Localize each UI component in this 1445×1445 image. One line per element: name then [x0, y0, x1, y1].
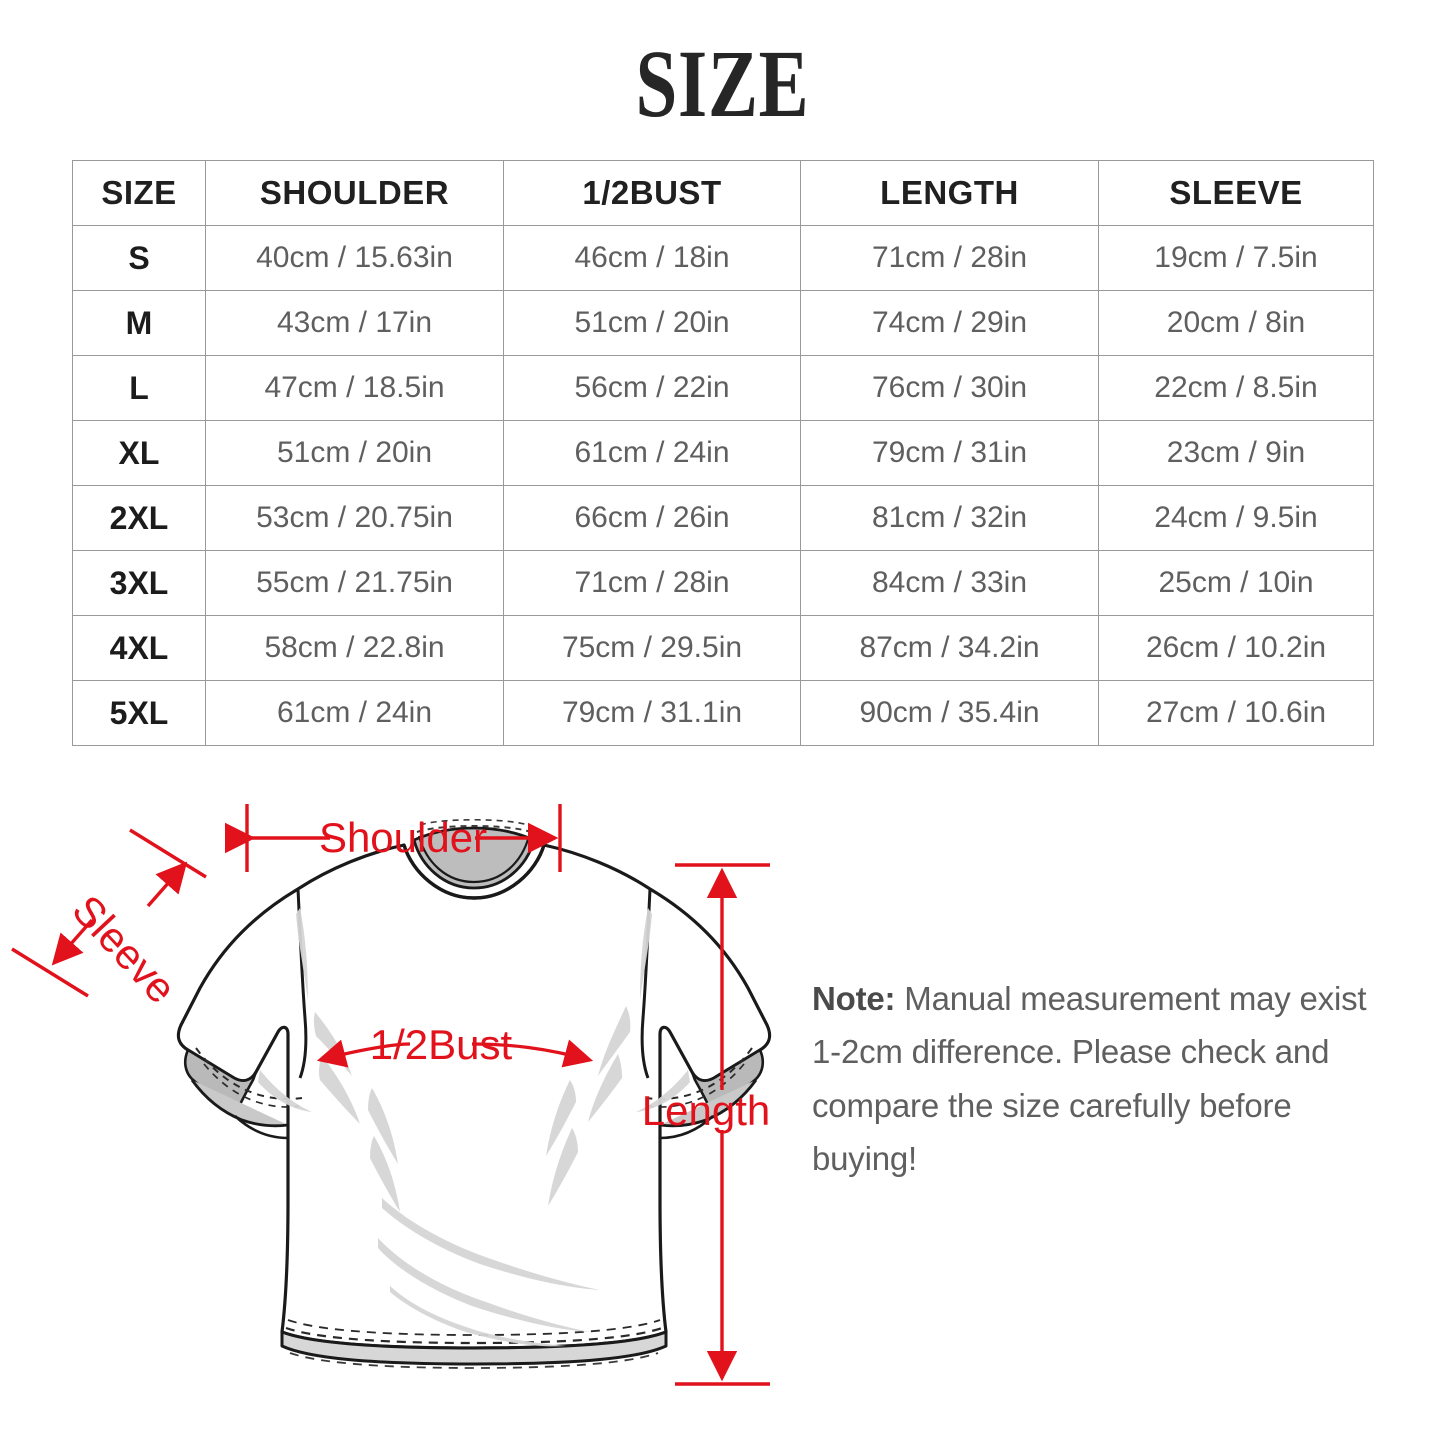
cell-sleeve: 27cm / 10.6in: [1098, 680, 1374, 746]
cell-bust: 75cm / 29.5in: [503, 615, 801, 681]
cell-length: 71cm / 28in: [800, 225, 1099, 291]
cell-bust: 71cm / 28in: [503, 550, 801, 616]
cell-shoulder: 61cm / 24in: [205, 680, 504, 746]
cell-length: 79cm / 31in: [800, 420, 1099, 486]
table-row: XL 51cm / 20in 61cm / 24in 79cm / 31in 2…: [72, 420, 1374, 486]
cell-shoulder: 55cm / 21.75in: [205, 550, 504, 616]
table-row: 2XL 53cm / 20.75in 66cm / 26in 81cm / 32…: [72, 485, 1374, 551]
column-header-bust: 1/2BUST: [503, 160, 801, 226]
cell-shoulder: 40cm / 15.63in: [205, 225, 504, 291]
note-block: Note: Manual measurement may exist 1-2cm…: [812, 972, 1392, 1186]
length-label: Length: [642, 1087, 770, 1134]
note-label: Note:: [812, 980, 896, 1017]
sleeve-measurement-annotation: Sleeve: [11, 828, 207, 1012]
cell-bust: 51cm / 20in: [503, 290, 801, 356]
size-chart-table: SIZE SHOULDER 1/2BUST LENGTH SLEEVE S 40…: [72, 160, 1374, 746]
column-header-shoulder: SHOULDER: [205, 160, 504, 226]
cell-length: 81cm / 32in: [800, 485, 1099, 551]
cell-shoulder: 43cm / 17in: [205, 290, 504, 356]
cell-size: 3XL: [72, 550, 206, 616]
cell-size: M: [72, 290, 206, 356]
column-header-sleeve: SLEEVE: [1098, 160, 1374, 226]
column-header-length: LENGTH: [800, 160, 1099, 226]
bust-measurement-annotation: 1/2Bust: [316, 1021, 594, 1068]
table-row: 4XL 58cm / 22.8in 75cm / 29.5in 87cm / 3…: [72, 615, 1374, 681]
cell-size: 2XL: [72, 485, 206, 551]
cell-size: 5XL: [72, 680, 206, 746]
cell-size: XL: [72, 420, 206, 486]
cell-length: 76cm / 30in: [800, 355, 1099, 421]
shoulder-label: Shoulder: [319, 814, 487, 861]
cell-bust: 56cm / 22in: [503, 355, 801, 421]
length-measurement-annotation: Length: [642, 863, 770, 1386]
cell-sleeve: 19cm / 7.5in: [1098, 225, 1374, 291]
table-row: S 40cm / 15.63in 46cm / 18in 71cm / 28in…: [72, 225, 1374, 291]
page-title: SIZE: [635, 30, 810, 137]
cell-bust: 61cm / 24in: [503, 420, 801, 486]
cell-shoulder: 53cm / 20.75in: [205, 485, 504, 551]
cell-length: 90cm / 35.4in: [800, 680, 1099, 746]
note-text: Manual measurement may exist 1-2cm diffe…: [812, 980, 1367, 1178]
table-row: L 47cm / 18.5in 56cm / 22in 76cm / 30in …: [72, 355, 1374, 421]
table-row: M 43cm / 17in 51cm / 20in 74cm / 29in 20…: [72, 290, 1374, 356]
cell-sleeve: 20cm / 8in: [1098, 290, 1374, 356]
cell-size: L: [72, 355, 206, 421]
cell-size: 4XL: [72, 615, 206, 681]
table-row: 3XL 55cm / 21.75in 71cm / 28in 84cm / 33…: [72, 550, 1374, 616]
cell-sleeve: 26cm / 10.2in: [1098, 615, 1374, 681]
size-chart-table-container: SIZE SHOULDER 1/2BUST LENGTH SLEEVE S 40…: [72, 160, 1374, 746]
table-header: SIZE SHOULDER 1/2BUST LENGTH SLEEVE: [72, 160, 1374, 226]
cell-sleeve: 22cm / 8.5in: [1098, 355, 1374, 421]
table-header-row: SIZE SHOULDER 1/2BUST LENGTH SLEEVE: [72, 160, 1374, 226]
cell-sleeve: 23cm / 9in: [1098, 420, 1374, 486]
cell-shoulder: 58cm / 22.8in: [205, 615, 504, 681]
cell-length: 84cm / 33in: [800, 550, 1099, 616]
cell-bust: 79cm / 31.1in: [503, 680, 801, 746]
cell-bust: 46cm / 18in: [503, 225, 801, 291]
cell-sleeve: 24cm / 9.5in: [1098, 485, 1374, 551]
tshirt-illustration: [176, 818, 772, 1369]
tshirt-measurement-diagram: Shoulder Sleeve 1/2Bust Length: [0, 780, 1445, 1445]
bust-label: 1/2Bust: [370, 1021, 513, 1068]
cell-length: 74cm / 29in: [800, 290, 1099, 356]
shoulder-measurement-annotation: Shoulder: [224, 804, 562, 872]
cell-shoulder: 51cm / 20in: [205, 420, 504, 486]
table-row: 5XL 61cm / 24in 79cm / 31.1in 90cm / 35.…: [72, 680, 1374, 746]
cell-shoulder: 47cm / 18.5in: [205, 355, 504, 421]
cell-sleeve: 25cm / 10in: [1098, 550, 1374, 616]
column-header-size: SIZE: [72, 160, 206, 226]
cell-length: 87cm / 34.2in: [800, 615, 1099, 681]
cell-bust: 66cm / 26in: [503, 485, 801, 551]
table-body: S 40cm / 15.63in 46cm / 18in 71cm / 28in…: [72, 225, 1374, 746]
cell-size: S: [72, 225, 206, 291]
